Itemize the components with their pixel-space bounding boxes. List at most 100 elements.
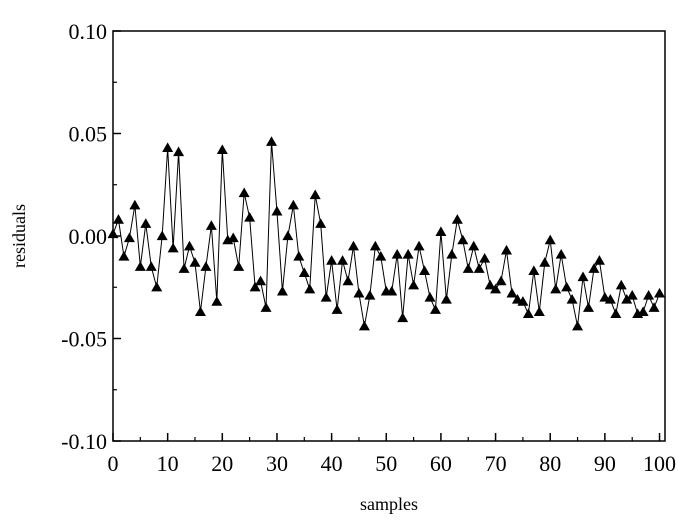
data-point: [358, 320, 370, 331]
data-point: [315, 218, 327, 228]
data-point: [522, 308, 534, 319]
data-point: [495, 275, 507, 286]
data-point: [167, 242, 179, 253]
data-point: [107, 228, 119, 239]
x-tick-label: 50: [375, 451, 397, 476]
data-point: [402, 248, 414, 259]
x-axis-label: samples: [360, 494, 418, 514]
x-tick-label: 20: [211, 451, 233, 476]
data-point: [517, 296, 529, 306]
data-point: [419, 265, 431, 275]
data-point: [347, 240, 359, 251]
data-point: [424, 292, 436, 302]
data-point: [555, 248, 567, 259]
data-point: [293, 251, 305, 261]
data-point: [582, 302, 594, 312]
data-point: [194, 306, 206, 316]
data-point: [255, 275, 267, 286]
data-point: [205, 220, 217, 230]
data-point: [484, 279, 496, 290]
data-point: [550, 283, 562, 294]
data-point: [440, 294, 452, 304]
data-point: [429, 304, 441, 314]
data-point: [134, 261, 146, 271]
data-point: [140, 218, 152, 228]
data-point: [320, 292, 332, 302]
data-point: [615, 279, 627, 290]
data-point: [282, 230, 294, 241]
data-point: [249, 281, 261, 292]
data-point: [304, 283, 316, 294]
x-tick-label: 30: [266, 451, 288, 476]
data-point: [369, 240, 381, 251]
x-tick-label: 100: [643, 451, 676, 476]
x-tick-label: 10: [157, 451, 179, 476]
data-point: [593, 255, 605, 265]
series-line: [112, 141, 660, 327]
y-tick-label: 0.00: [69, 224, 108, 249]
data-point: [200, 261, 212, 271]
data-point: [501, 244, 513, 255]
data-point: [566, 294, 578, 304]
data-point: [156, 230, 168, 241]
data-point: [216, 144, 228, 155]
data-point: [610, 308, 622, 319]
x-tick-label: 0: [108, 451, 119, 476]
data-point: [626, 289, 638, 300]
data-point: [353, 287, 365, 298]
data-point: [189, 257, 201, 267]
data-point: [227, 232, 239, 243]
data-point: [184, 240, 196, 251]
data-point: [260, 302, 272, 312]
x-tick-label: 80: [539, 451, 561, 476]
data-point: [648, 302, 660, 312]
data-point: [276, 285, 288, 296]
data-point: [331, 304, 343, 314]
data-point: [572, 320, 584, 331]
data-point: [211, 296, 223, 306]
data-point: [588, 263, 600, 273]
data-point: [123, 232, 135, 243]
data-point: [462, 263, 474, 273]
x-tick-label: 40: [321, 451, 343, 476]
y-axis-label: residuals: [9, 204, 29, 268]
data-point: [451, 214, 463, 224]
data-point: [408, 279, 420, 290]
data-point: [386, 285, 398, 296]
data-point: [151, 281, 163, 292]
data-point: [544, 234, 556, 245]
y-tick-label: -0.05: [61, 327, 107, 352]
data-point: [244, 212, 256, 222]
x-tick-label: 90: [594, 451, 616, 476]
data-point: [539, 257, 551, 267]
data-point: [129, 199, 141, 210]
data-point: [162, 142, 174, 152]
data-point: [577, 271, 589, 282]
data-point: [506, 287, 518, 298]
data-point: [112, 214, 124, 224]
x-tick-label: 60: [430, 451, 452, 476]
data-point: [238, 187, 250, 198]
data-point: [435, 226, 447, 237]
data-point: [479, 253, 491, 263]
data-point: [298, 267, 310, 278]
data-point: [604, 294, 616, 304]
data-point: [271, 205, 283, 216]
data-point: [446, 248, 458, 259]
x-tick-label: 70: [485, 451, 507, 476]
data-point: [643, 289, 655, 300]
data-point: [528, 265, 540, 275]
data-point: [287, 199, 299, 210]
data-point: [413, 240, 425, 251]
data-point: [391, 248, 403, 259]
axis-tick-labels: 0 10 20 30 40 50 60 70 80 90 100 -0.10 -0.05 0.00 0.05…: [61, 19, 676, 476]
data-point: [457, 234, 469, 245]
data-point: [118, 251, 130, 261]
data-point: [533, 306, 545, 316]
data-point: [473, 263, 485, 273]
data-point: [173, 146, 185, 157]
y-tick-label: 0.10: [69, 19, 108, 44]
data-point: [637, 306, 649, 316]
data-point: [397, 312, 409, 323]
